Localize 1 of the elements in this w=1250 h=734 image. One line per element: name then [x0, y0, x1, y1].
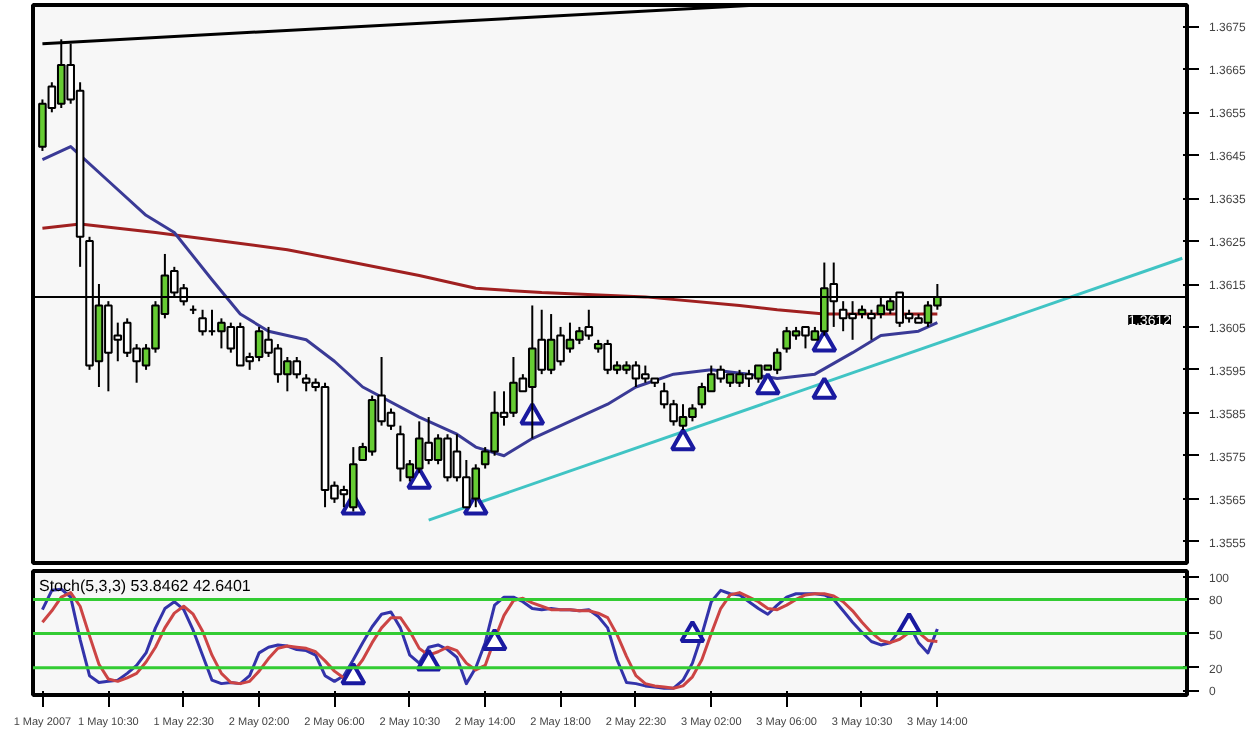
annotation: Stoch(5,3,3) 53.8462 42.6401	[39, 577, 252, 595]
